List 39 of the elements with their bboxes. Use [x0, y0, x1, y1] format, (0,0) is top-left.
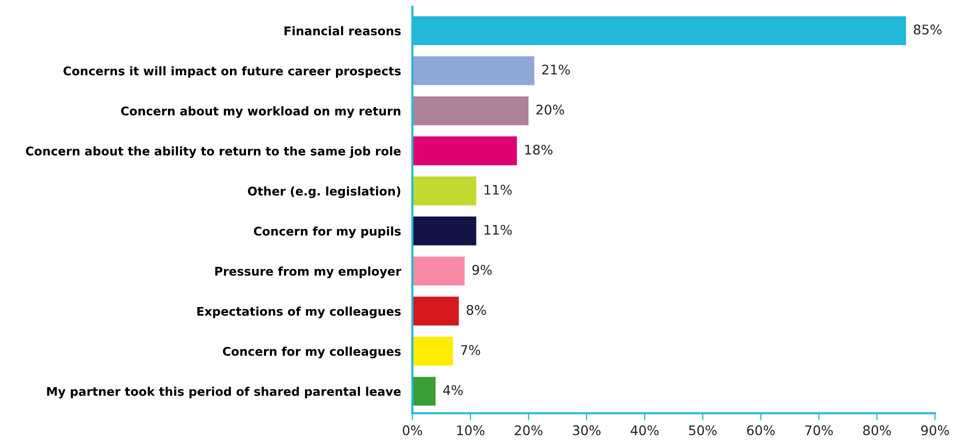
y-tick-label: My partner took this period of shared parental leave: [47, 386, 401, 398]
bar: [412, 296, 459, 326]
x-tick-label: 10%: [457, 425, 484, 436]
x-tick-label: 30%: [572, 425, 601, 436]
data-label: 9%: [472, 264, 492, 275]
y-tick-label: Pressure from my employer: [215, 266, 402, 278]
y-tick-label: Concern about my workload on my return: [121, 106, 400, 118]
data-label: 21%: [542, 64, 570, 75]
bar: [412, 216, 476, 246]
y-tick-label: Concern for my colleagues: [222, 346, 401, 358]
data-label: 20%: [536, 104, 564, 115]
x-tick-label: 40%: [630, 425, 659, 436]
x-tick-label: 70%: [805, 425, 833, 436]
bar: [412, 336, 454, 366]
y-tick-label: Other (e.g. legislation): [248, 186, 400, 198]
data-label: 11%: [484, 224, 512, 235]
bar: [412, 56, 534, 86]
x-tick-label: 90%: [921, 425, 949, 436]
x-tick-label: 80%: [863, 425, 891, 436]
bar: [412, 96, 529, 126]
y-tick-label: Concern about the ability to return to the same job role: [26, 146, 401, 158]
data-label: 7%: [461, 345, 480, 355]
bar: [412, 176, 476, 206]
bar: [412, 256, 465, 286]
y-tick-label: Concerns it will impact on future career prospects: [63, 66, 401, 78]
data-label: 18%: [525, 144, 552, 155]
x-tick-label: 60%: [747, 425, 775, 436]
y-tick-label: Expectations of my colleagues: [197, 306, 401, 318]
y-tick-label: Financial reasons: [284, 26, 401, 36]
bar: [412, 376, 436, 406]
x-tick-label: 50%: [689, 425, 717, 436]
data-label: 11%: [484, 184, 512, 195]
bar: [412, 136, 517, 166]
data-label: 85%: [914, 24, 942, 34]
y-tick-label: Concern for my pupils: [254, 226, 401, 238]
x-tick-label: 20%: [514, 425, 542, 436]
data-label: 8%: [466, 304, 486, 315]
data-label: 4%: [443, 385, 463, 396]
x-tick-label: 0%: [402, 425, 422, 436]
